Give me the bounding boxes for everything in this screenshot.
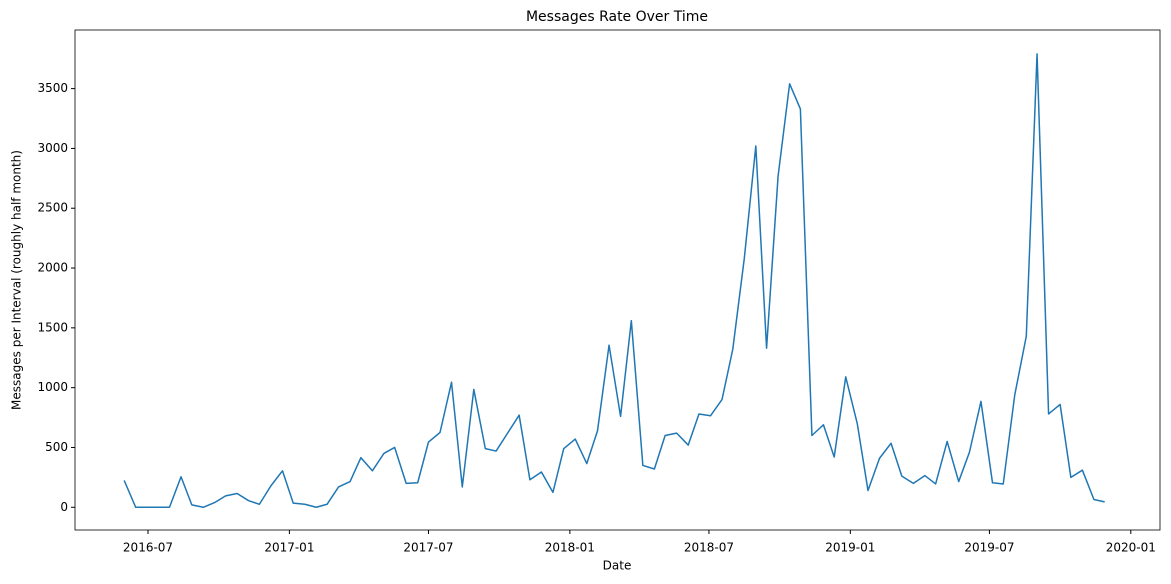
y-tick-label: 1500 xyxy=(37,320,68,334)
y-tick-label: 2500 xyxy=(37,201,68,215)
y-tick-label: 3500 xyxy=(37,81,68,95)
x-tick-label: 2019-01 xyxy=(825,541,875,555)
x-axis-label: Date xyxy=(603,559,632,573)
x-tick-label: 2020-01 xyxy=(1106,541,1156,555)
x-tick-label: 2018-07 xyxy=(684,541,734,555)
x-tick-label: 2019-07 xyxy=(964,541,1014,555)
y-tick-label: 500 xyxy=(45,440,68,454)
x-tick-label: 2017-01 xyxy=(264,541,314,555)
y-tick-label: 3000 xyxy=(37,141,68,155)
y-tick-label: 2000 xyxy=(37,261,68,275)
x-tick-label: 2017-07 xyxy=(403,541,453,555)
x-tick-label: 2016-07 xyxy=(123,541,173,555)
y-axis-label: Messages per Interval (roughly half mont… xyxy=(10,150,24,410)
x-tick-label: 2018-01 xyxy=(545,541,595,555)
data-line xyxy=(123,53,1105,509)
chart-title: Messages Rate Over Time xyxy=(526,9,708,25)
plot-frame xyxy=(74,29,1161,531)
y-tick-label: 0 xyxy=(60,500,68,514)
y-tick-label: 1000 xyxy=(37,380,68,394)
